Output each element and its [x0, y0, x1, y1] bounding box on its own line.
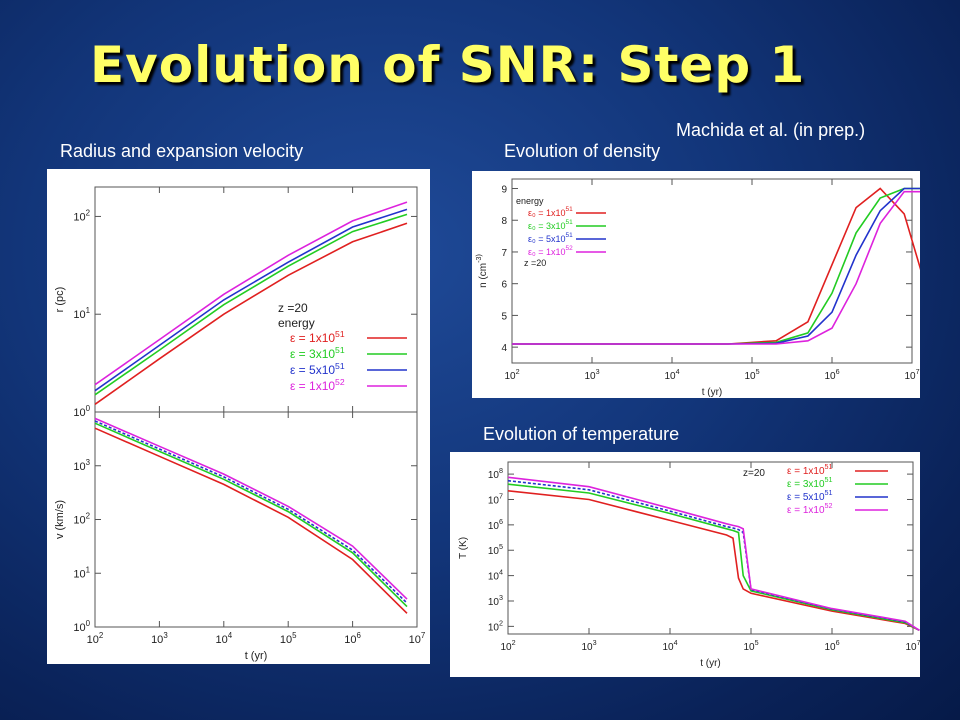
- radius-legend-title: energy: [278, 316, 315, 330]
- radius-plot-frame: [94, 186, 418, 413]
- density-x-tick-label: 105: [744, 367, 759, 382]
- temperature-y-tick-label: 106: [488, 517, 503, 532]
- temperature-y-tick-label: 105: [488, 542, 503, 557]
- radius-y-axis-label: r (pc): [54, 287, 66, 313]
- density-legend-label: ε₀ = 3x1051: [528, 219, 573, 231]
- radius-series-line: [94, 222, 408, 405]
- velocity-x-axis-label: t (yr): [245, 650, 268, 662]
- velocity-series-line: [94, 427, 408, 614]
- density-plot-frame: [511, 178, 913, 364]
- citation: Machida et al. (in prep.): [676, 120, 866, 140]
- temperature-legend-label: ε = 3x1051: [787, 475, 833, 490]
- density-legend-note: z =20: [524, 258, 546, 268]
- density-x-tick-label: 107: [904, 367, 919, 382]
- radius-y-tick-label: 101: [73, 306, 90, 321]
- temperature-x-tick-label: 106: [824, 638, 839, 653]
- temperature-legend-label: ε = 1x1051: [787, 462, 833, 477]
- temperature-y-tick-label: 108: [488, 466, 503, 481]
- velocity-y-tick-label: 101: [73, 565, 90, 580]
- radius-legend-title: z =20: [278, 301, 308, 315]
- velocity-x-tick-label: 103: [151, 631, 168, 646]
- density-series-line: [512, 187, 922, 345]
- velocity-y-tick-label: 103: [73, 458, 90, 473]
- density-figure: 4 5 6 7 8 9 102 103 104 105 106 107 t (yr) n (cm-3) en…: [472, 171, 922, 398]
- velocity-x-tick-label: 107: [409, 631, 426, 646]
- radius-velocity-figure: 100 101 102 r (pc) z =20 energy ε = 1x1051 ε = …: [47, 169, 430, 664]
- temperature-x-tick-label: 102: [500, 638, 515, 653]
- radius-y-tick-label: 102: [73, 208, 90, 223]
- radius-series-line: [94, 201, 408, 386]
- temperature-x-tick-label: 105: [743, 638, 758, 653]
- velocity-x-tick-label: 104: [215, 631, 232, 646]
- velocity-x-tick-label: 106: [344, 631, 361, 646]
- velocity-series-line: [94, 420, 408, 604]
- temperature-plot-frame: [507, 461, 914, 635]
- temperature-series-line: [507, 479, 920, 631]
- density-x-axis-label: t (yr): [702, 387, 723, 398]
- temperature-series-line: [507, 490, 920, 632]
- density-legend-title: energy: [516, 196, 544, 206]
- temperature-series-line: [507, 483, 920, 632]
- density-y-tick-label: 7: [501, 248, 507, 259]
- density-y-axis-label: n (cm-3): [474, 254, 489, 288]
- density-y-tick-label: 8: [501, 216, 507, 227]
- density-x-tick-label: 104: [664, 367, 679, 382]
- temperature-y-tick-label: 103: [488, 593, 503, 608]
- temperature-y-tick-label: 107: [488, 491, 503, 506]
- density-legend-label: ε₀ = 5x1051: [528, 232, 573, 244]
- temperature-x-axis-label: t (yr): [700, 658, 721, 669]
- density-y-tick-label: 4: [501, 343, 507, 354]
- density-series-line: [512, 187, 922, 345]
- slide-title: Evolution of SNR: Step 1: [90, 36, 806, 94]
- density-series-line: [512, 187, 922, 345]
- temperature-legend-title: z=20: [743, 468, 765, 479]
- density-y-tick-label: 6: [501, 280, 507, 291]
- radius-series-line: [94, 213, 408, 396]
- temperature-legend-label: ε = 1x1052: [787, 501, 833, 516]
- temperature-y-tick-label: 102: [488, 618, 503, 633]
- velocity-series-line: [94, 417, 408, 600]
- density-y-tick-label: 5: [501, 311, 507, 322]
- temperature-x-tick-label: 104: [662, 638, 677, 653]
- radius-legend-label: ε = 5x1051: [290, 361, 345, 377]
- velocity-x-tick-label: 102: [87, 631, 104, 646]
- radius-legend-label: ε = 1x1052: [290, 377, 345, 393]
- temperature-legend-label: ε = 5x1051: [787, 488, 833, 503]
- radius-legend-label: ε = 3x1051: [290, 345, 345, 361]
- density-legend-label: ε₀ = 1x1051: [528, 206, 573, 218]
- velocity-series-line: [94, 422, 408, 608]
- velocity-y-tick-label: 102: [73, 512, 90, 527]
- temperature-y-tick-label: 104: [488, 568, 503, 583]
- caption-temperature: Evolution of temperature: [483, 424, 680, 444]
- density-x-tick-label: 103: [584, 367, 599, 382]
- density-legend-label: ε₀ = 1x1052: [528, 245, 573, 257]
- temperature-chart: 102 103 104 105 106 107 108 102 103 104 105 106 107 t…: [458, 461, 921, 669]
- caption-radius: Radius and expansion velocity: [60, 141, 304, 161]
- temperature-series-line: [507, 476, 920, 631]
- density-series-line: [512, 190, 922, 345]
- temperature-x-tick-label: 107: [905, 638, 920, 653]
- density-x-tick-label: 106: [824, 367, 839, 382]
- velocity-y-axis-label: v (km/s): [54, 500, 66, 539]
- caption-density: Evolution of density: [504, 141, 661, 161]
- radius-series-line: [94, 208, 408, 392]
- radius-y-tick-label: 100: [73, 404, 90, 419]
- density-y-tick-label: 9: [501, 185, 507, 196]
- velocity-x-tick-label: 105: [280, 631, 297, 646]
- velocity-y-tick-label: 100: [73, 619, 90, 634]
- temperature-figure: 102 103 104 105 106 107 108 102 103 104 105 106 107 t…: [450, 452, 921, 677]
- density-x-tick-label: 102: [504, 367, 519, 382]
- temperature-x-tick-label: 103: [581, 638, 596, 653]
- temperature-y-axis-label: T (K): [458, 537, 469, 559]
- density-chart: 4 5 6 7 8 9 102 103 104 105 106 107 t (yr) n (cm-3) en…: [474, 178, 922, 398]
- radius-legend-label: ε = 1x1051: [290, 329, 345, 345]
